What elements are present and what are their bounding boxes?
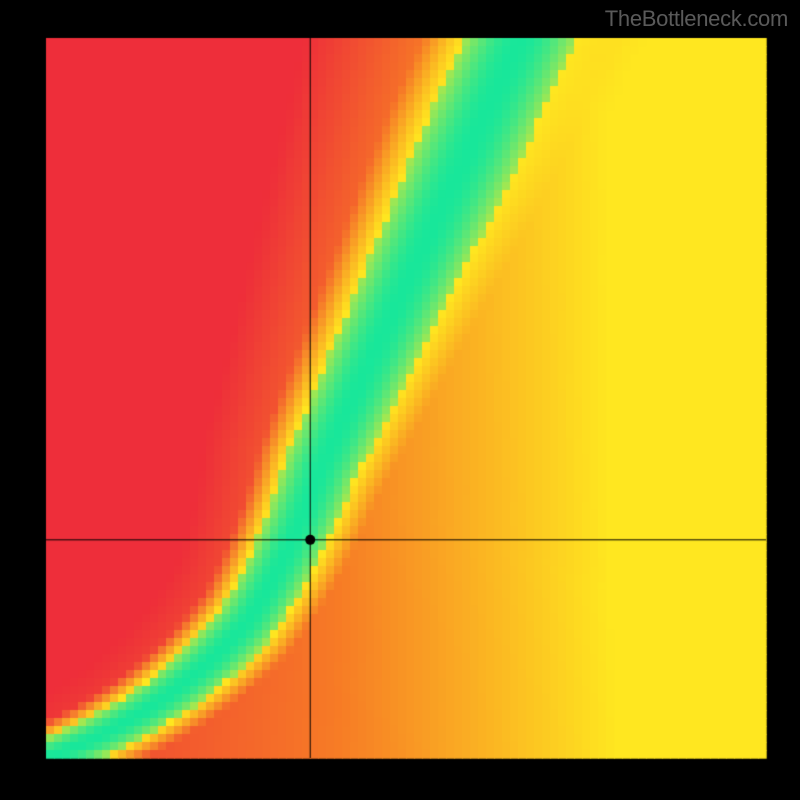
chart-container: TheBottleneck.com: [0, 0, 800, 800]
heatmap-canvas: [0, 0, 800, 800]
attribution-text: TheBottleneck.com: [605, 6, 788, 32]
